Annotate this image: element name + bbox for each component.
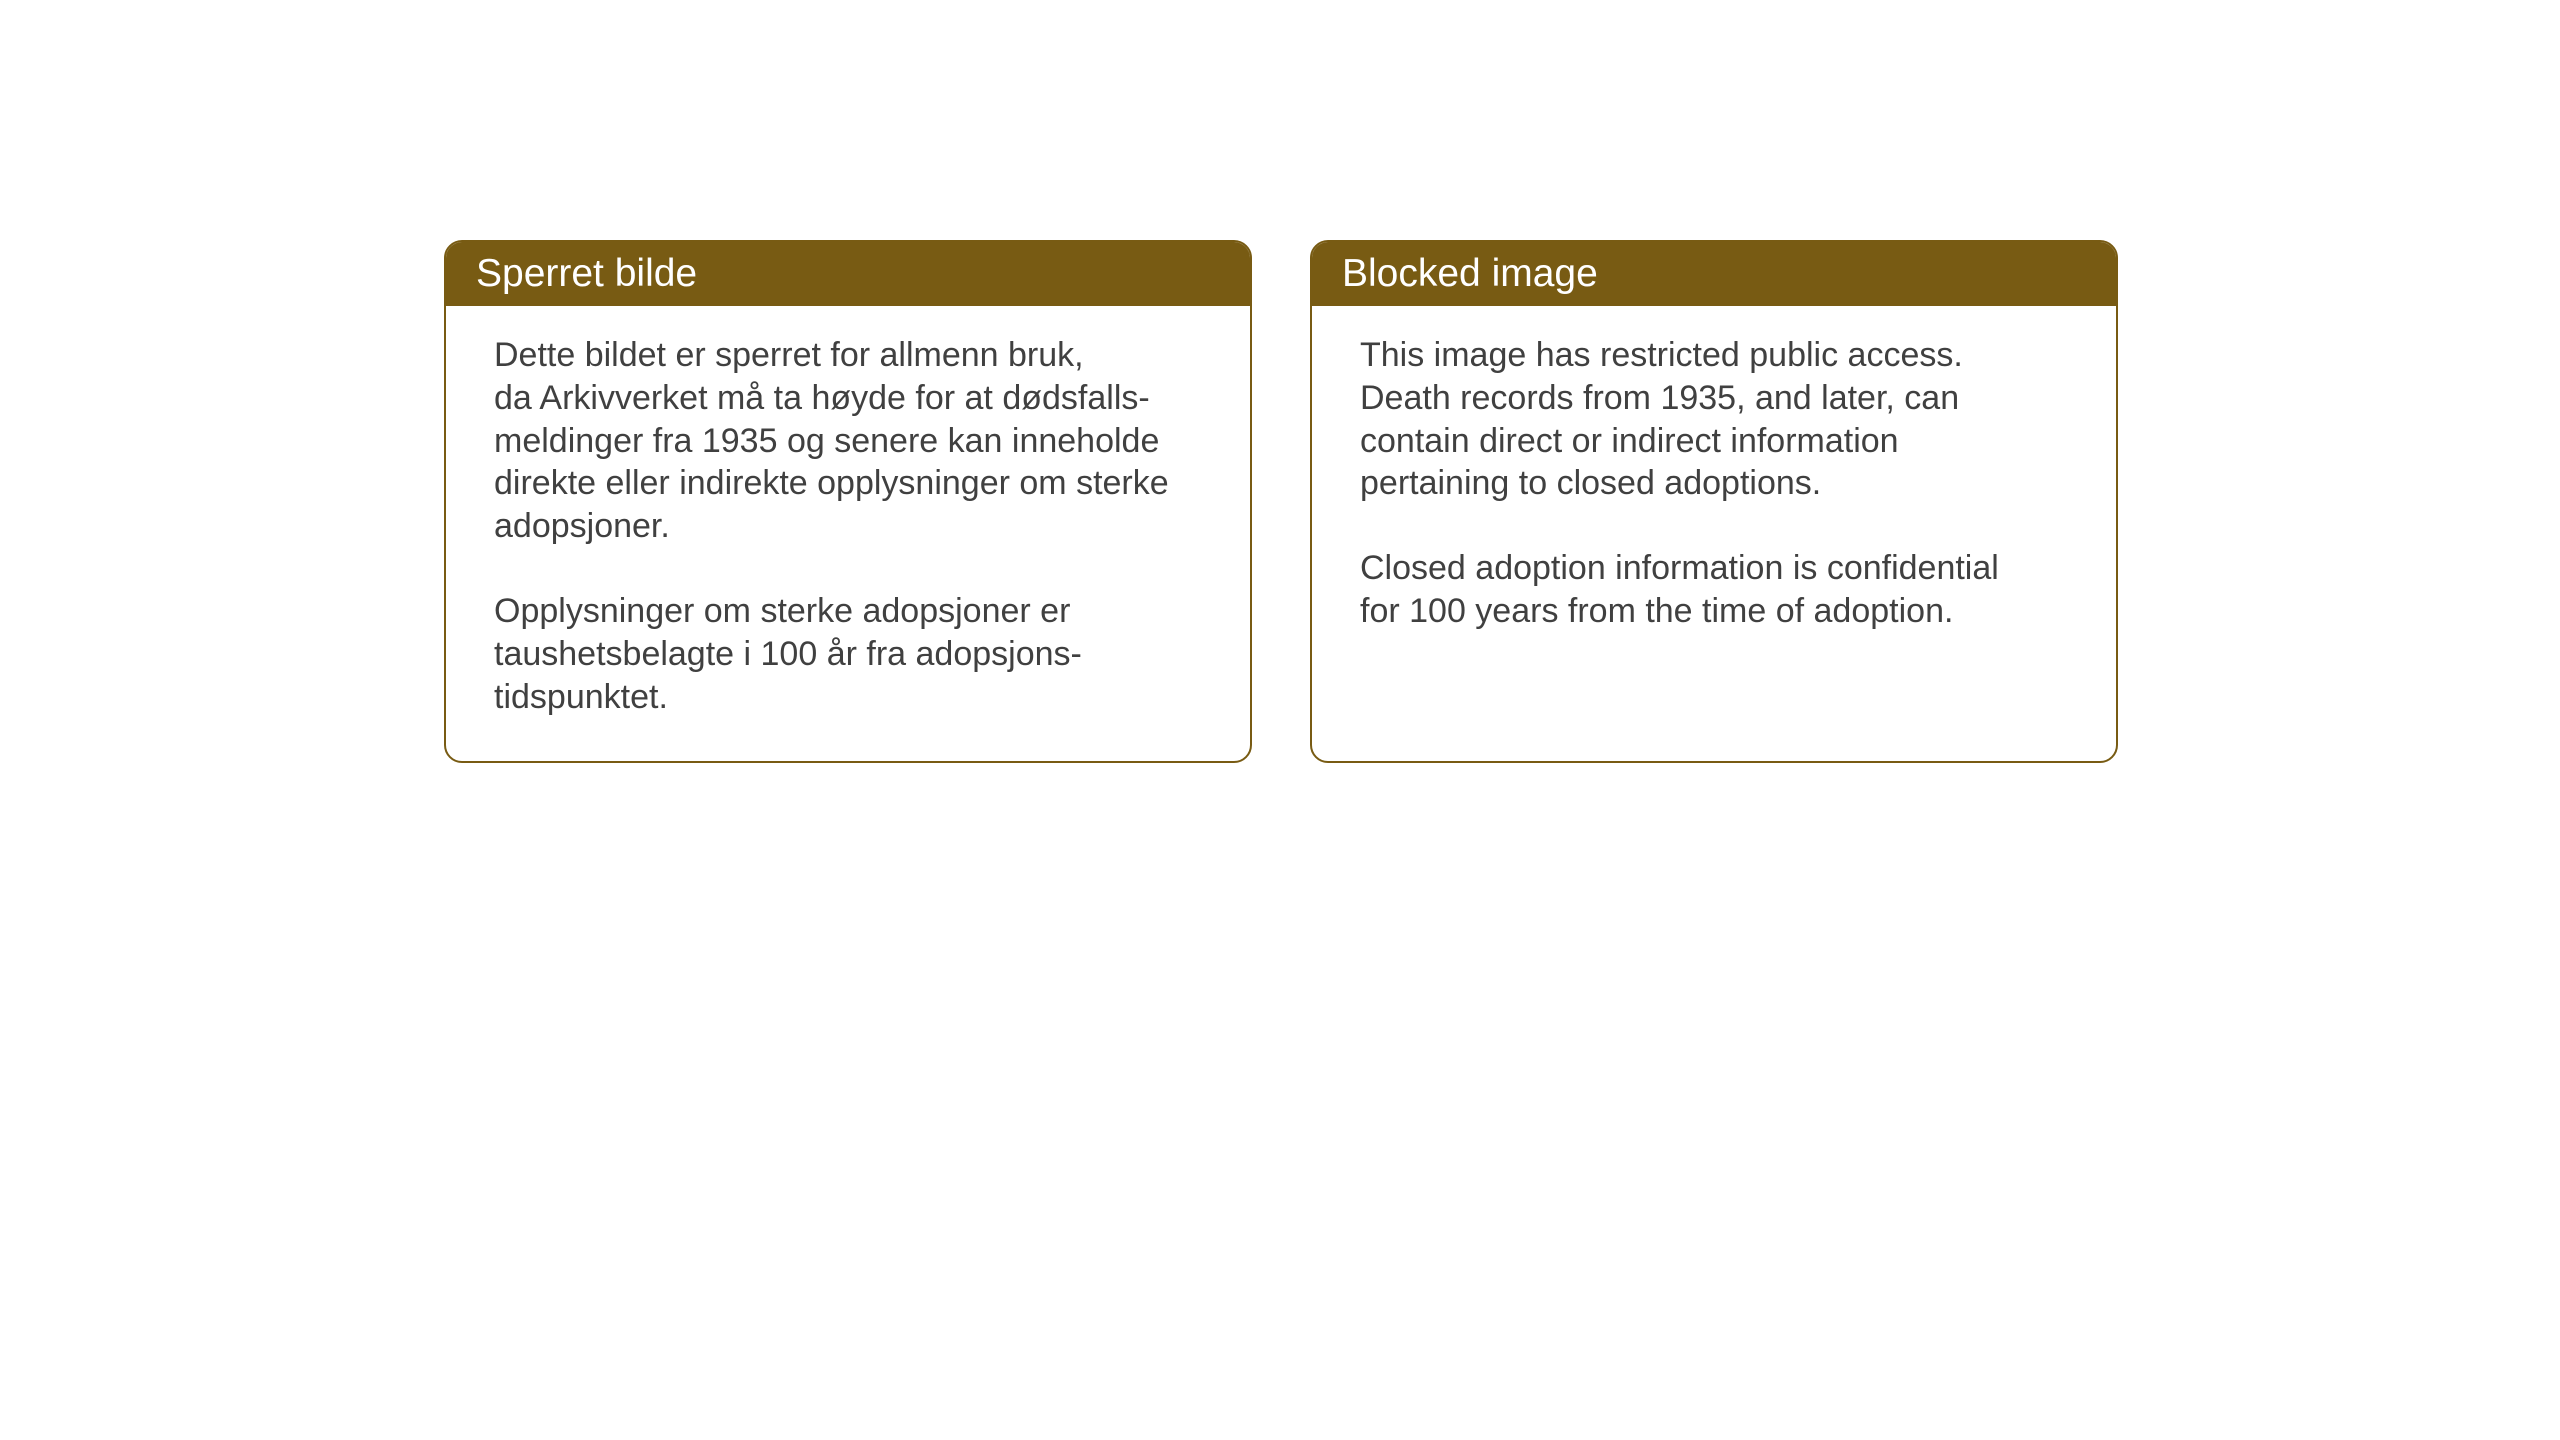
body-text-line: Death records from 1935, and later, can (1360, 377, 2068, 420)
notice-card-norwegian: Sperret bilde Dette bildet er sperret fo… (444, 240, 1252, 763)
body-text-line: pertaining to closed adoptions. (1360, 462, 2068, 505)
paragraph-2-english: Closed adoption information is confident… (1360, 547, 2068, 633)
notice-cards-container: Sperret bilde Dette bildet er sperret fo… (444, 240, 2118, 763)
body-text-line: tidspunktet. (494, 676, 1202, 719)
body-text-line: adopsjoner. (494, 505, 1202, 548)
body-text-line: taushetsbelagte i 100 år fra adopsjons- (494, 633, 1202, 676)
body-text-line: Opplysninger om sterke adopsjoner er (494, 590, 1202, 633)
body-text-line: contain direct or indirect information (1360, 420, 2068, 463)
card-body-norwegian: Dette bildet er sperret for allmenn bruk… (446, 306, 1250, 761)
card-header-english: Blocked image (1312, 242, 2116, 306)
body-text-line: Closed adoption information is confident… (1360, 547, 2068, 590)
card-header-norwegian: Sperret bilde (446, 242, 1250, 306)
body-text-line: for 100 years from the time of adoption. (1360, 590, 2068, 633)
body-text-line: direkte eller indirekte opplysninger om … (494, 462, 1202, 505)
paragraph-1-norwegian: Dette bildet er sperret for allmenn bruk… (494, 334, 1202, 548)
paragraph-1-english: This image has restricted public access.… (1360, 334, 2068, 505)
card-body-english: This image has restricted public access.… (1312, 306, 2116, 675)
body-text-line: Dette bildet er sperret for allmenn bruk… (494, 334, 1202, 377)
body-text-line: This image has restricted public access. (1360, 334, 2068, 377)
notice-card-english: Blocked image This image has restricted … (1310, 240, 2118, 763)
paragraph-2-norwegian: Opplysninger om sterke adopsjoner er tau… (494, 590, 1202, 718)
body-text-line: meldinger fra 1935 og senere kan innehol… (494, 420, 1202, 463)
body-text-line: da Arkivverket må ta høyde for at dødsfa… (494, 377, 1202, 420)
